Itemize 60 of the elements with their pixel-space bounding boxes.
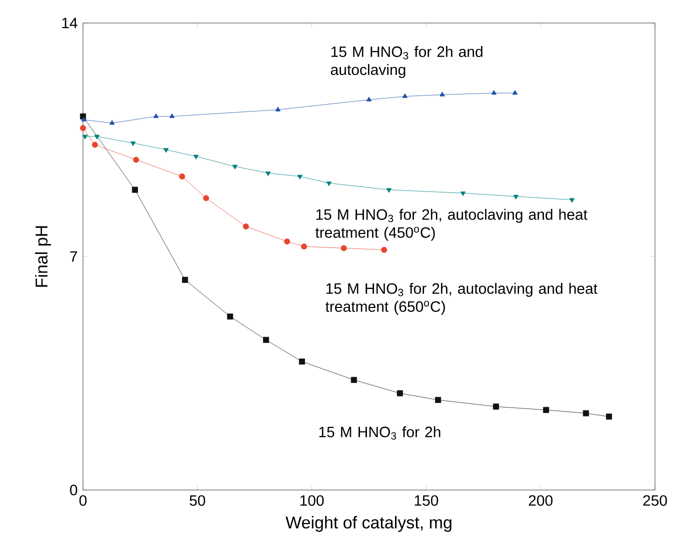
point <box>402 93 408 98</box>
point <box>242 223 249 230</box>
point <box>182 276 188 283</box>
point <box>569 198 575 203</box>
point <box>284 238 290 244</box>
x-axis-title: Weight of catalyst, mg <box>286 516 452 532</box>
point <box>80 125 86 132</box>
point <box>512 90 518 95</box>
x-tick-label: 250 <box>643 495 667 506</box>
point <box>513 194 519 200</box>
x-tick-label: 50 <box>190 495 206 506</box>
point <box>203 195 210 202</box>
point <box>130 141 136 146</box>
point <box>543 406 550 413</box>
point <box>94 134 100 140</box>
point <box>460 192 466 196</box>
point <box>326 182 332 186</box>
y-tick-label: 14 <box>62 18 78 28</box>
point <box>606 414 612 420</box>
point <box>298 358 305 365</box>
x-tick-label: 150 <box>414 495 438 506</box>
series-label: 15 M HNO$_{3}$ for 2h, autoclaving and heat treatment (450$^{o}$C) <box>315 208 588 241</box>
point <box>82 134 88 140</box>
point <box>396 390 403 396</box>
point <box>169 113 175 118</box>
point <box>301 243 308 250</box>
point <box>492 404 499 410</box>
y-tick-label: 0 <box>70 484 78 496</box>
point <box>582 410 589 416</box>
point <box>232 164 238 170</box>
y-axis-title: Final pH <box>35 226 51 287</box>
series-label: 15 M HNO$_{3}$ for 2h and autoclaving <box>330 46 482 78</box>
point <box>179 173 186 180</box>
point <box>381 246 388 253</box>
point <box>193 154 199 160</box>
y-tick-label: 7 <box>70 251 78 262</box>
text: 15 M HNO$_{3}$ for 2h, autoclaving and heat treatment (650$^{o}$C) <box>325 282 598 315</box>
point <box>350 376 357 383</box>
point <box>109 120 115 125</box>
point <box>265 172 271 176</box>
point <box>440 92 445 96</box>
series-label: 15 M HNO$_{3}$ for 2h <box>319 426 440 440</box>
point <box>340 245 347 252</box>
point <box>163 148 169 153</box>
point <box>263 336 270 343</box>
point <box>366 96 372 102</box>
point <box>81 116 87 122</box>
x-tick-label: 0 <box>79 495 87 506</box>
point <box>92 142 98 148</box>
point <box>132 186 138 193</box>
point <box>275 106 281 112</box>
point <box>153 113 159 118</box>
point <box>297 174 303 180</box>
x-tick-label: 100 <box>300 495 324 506</box>
point <box>386 188 392 193</box>
point <box>491 90 497 95</box>
x-tick-label: 200 <box>528 495 553 506</box>
point <box>227 314 234 320</box>
point <box>133 156 140 163</box>
point <box>435 396 442 403</box>
